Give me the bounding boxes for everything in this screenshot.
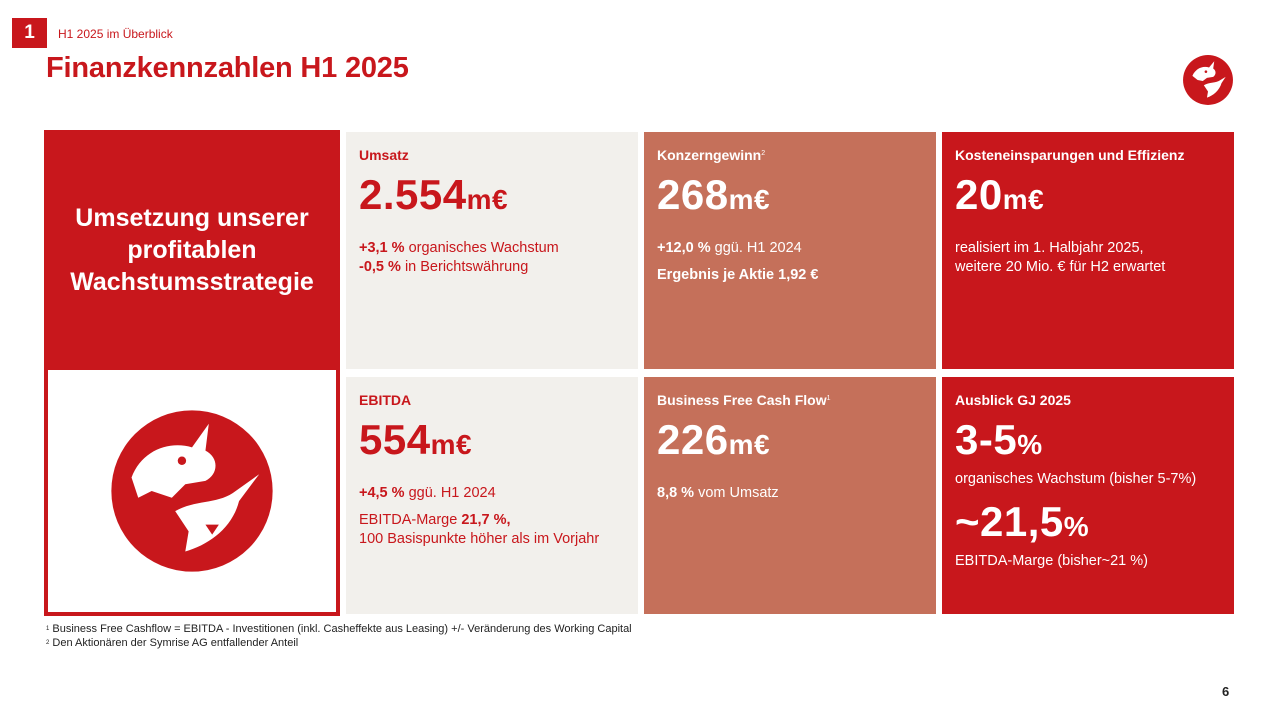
footnote: 1 Business Free Cashflow = EBITDA - Inve… (46, 623, 632, 635)
kpi-value: 268m€ (657, 171, 771, 218)
kpi-detail: +12,0 % ggü. H1 2024 (657, 240, 802, 256)
tile-konzerngewinn: Konzerngewinn2 268m€ +12,0 % ggü. H1 202… (644, 132, 936, 369)
footnote: 2 Den Aktionären der Symrise AG entfalle… (46, 637, 299, 649)
tile-umsatz: Umsatz 2.554m€ +3,1 % organisches Wachst… (346, 132, 638, 369)
tile-ausblick: Ausblick GJ 2025 3-5% organisches Wachst… (942, 377, 1234, 614)
tile-ebitda: EBITDA 554m€ +4,5 % ggü. H1 2024 EBITDA-… (346, 377, 638, 614)
logo-box (48, 370, 336, 612)
section-label: H1 2025 im Überblick (58, 27, 173, 41)
tile-title: Ausblick GJ 2025 (955, 392, 1071, 408)
kpi-value: 226m€ (657, 416, 771, 463)
kpi-detail: -0,5 % in Berichtswährung (359, 259, 529, 275)
section-number-badge: 1 (12, 18, 47, 48)
tile-title: Kosteneinsparungen und Effizienz (955, 147, 1185, 163)
page-title: Finanzkennzahlen H1 2025 (46, 52, 409, 84)
kpi-detail: EBITDA-Marge (bisher~21 %) (955, 553, 1148, 569)
kpi-value: ~21,5% (955, 498, 1090, 545)
kpi-detail: organisches Wachstum (bisher 5-7%) (955, 471, 1197, 487)
tile-title: Umsatz (359, 147, 409, 163)
kpi-detail: +4,5 % ggü. H1 2024 (359, 485, 496, 501)
kpi-detail: 100 Basispunkte höher als im Vorjahr (359, 531, 600, 547)
kpi-value: 554m€ (359, 416, 473, 463)
tile-title: Business Free Cash Flow1 (657, 392, 831, 408)
strategy-headline: Umsetzung unserer profitablen Wachstumss… (70, 204, 314, 296)
tile-title: EBITDA (359, 392, 412, 408)
kpi-value: 2.554m€ (359, 171, 509, 218)
kpi-detail: weitere 20 Mio. € für H2 erwartet (955, 259, 1166, 275)
kpi-detail: +3,1 % organisches Wachstum (359, 240, 559, 256)
tile-kosteneinsparungen: Kosteneinsparungen und Effizienz 20m€ re… (942, 132, 1234, 369)
kpi-detail: Ergebnis je Aktie 1,92 € (657, 267, 819, 283)
page-number: 6 (1222, 684, 1230, 699)
tile-title: Konzerngewinn2 (657, 147, 766, 163)
kpi-detail: realisiert im 1. Halbjahr 2025, (955, 240, 1144, 256)
kpi-detail: EBITDA-Marge 21,7 %, (359, 512, 511, 528)
kpi-detail: 8,8 % vom Umsatz (657, 485, 779, 501)
tile-business-free-cash-flow: Business Free Cash Flow1 226m€ 8,8 % vom… (644, 377, 936, 614)
kpi-value: 20m€ (955, 171, 1045, 218)
dragon-logo-icon (111, 410, 273, 572)
dragon-logo-icon (1183, 55, 1233, 105)
strategy-panel: Umsetzung unserer profitablen Wachstumss… (44, 130, 340, 616)
kpi-value: 3-5% (955, 416, 1043, 463)
